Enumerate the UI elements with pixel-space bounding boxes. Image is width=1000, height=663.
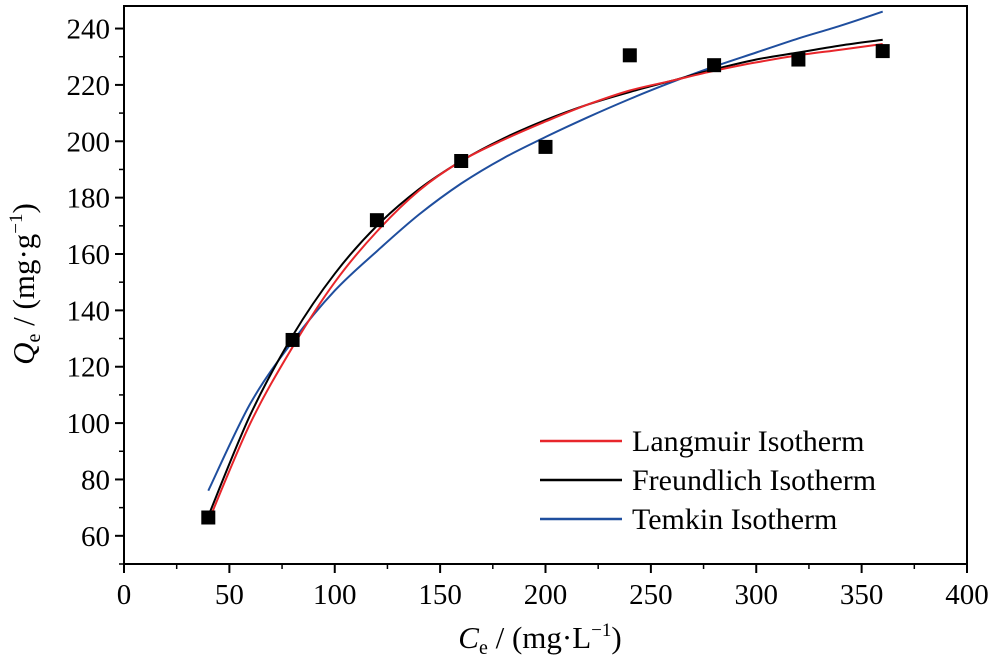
data-point-marker (538, 139, 553, 154)
y-tick-label: 220 (67, 70, 111, 102)
y-tick-label: 100 (67, 408, 111, 440)
x-tick-label: 350 (840, 579, 884, 611)
y-tick-label: 120 (67, 352, 111, 384)
y-tick-label: 200 (67, 126, 111, 158)
y-tick-label: 160 (67, 239, 111, 271)
legend-label-langmuir: Langmuir Isotherm (632, 425, 864, 458)
data-point-marker (875, 44, 890, 59)
x-tick-label: 250 (629, 579, 673, 611)
x-tick-label: 150 (418, 579, 462, 611)
y-axis-title: Qe / (mg·g−1) (6, 203, 45, 365)
data-point-marker (707, 58, 722, 73)
temkin-fit-line (207, 10, 884, 492)
data-point-marker (791, 52, 806, 67)
y-tick-label: 60 (81, 521, 110, 553)
legend-label-freundlich: Freundlich Isotherm (632, 464, 876, 497)
langmuir-fit-line (207, 43, 883, 523)
legend-label-temkin: Temkin Isotherm (632, 503, 837, 536)
x-axis-title: Ce / (mg·L−1) (458, 620, 621, 659)
legend: Langmuir Isotherm Freundlich Isotherm Te… (540, 425, 876, 536)
y-tick-label: 180 (67, 183, 111, 215)
x-tick-label: 300 (735, 579, 779, 611)
data-point-marker (622, 48, 637, 63)
x-tick-label: 100 (313, 579, 357, 611)
data-point-marker (454, 154, 469, 168)
freundlich-fit-line (207, 38, 883, 517)
x-tick-label: 50 (215, 579, 244, 611)
x-tick-label: 200 (524, 579, 568, 611)
data-point-marker (369, 213, 384, 228)
x-tick-label: 400 (945, 579, 989, 611)
y-tick-label: 140 (67, 295, 111, 327)
y-tick-label: 240 (67, 14, 111, 46)
data-point-marker (201, 510, 216, 525)
y-tick-label: 80 (81, 464, 110, 496)
data-point-marker (285, 332, 300, 347)
x-tick-label: 0 (117, 579, 132, 611)
